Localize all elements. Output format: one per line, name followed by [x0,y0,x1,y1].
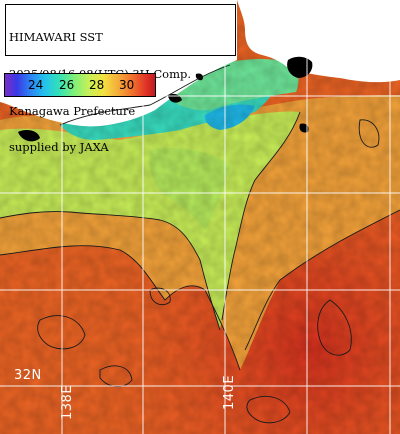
sst-contours [0,64,400,424]
colorbar-tick-24: 24 [28,78,44,92]
cloud-mask-small1 [195,73,204,81]
cloud-mask-northeast [287,56,313,78]
colorbar-tick-28: 28 [89,78,105,92]
temperature-colorbar: 24 26 28 30 [4,73,156,97]
land-north [237,0,400,83]
cloud-mask-east [299,123,309,133]
latitude-label-32n: 32N [14,368,42,383]
cloud-mask-west [18,130,40,142]
caption-source: supplied by JAXA [9,140,109,155]
caption-title: HIMAWARI SST [9,30,103,45]
caption-box: HIMAWARI SST 2025/08/16 08(UTC) 3H Comp.… [5,4,236,153]
caption-region: Kanagawa Prefecture [9,103,136,118]
longitude-label-140e: 140E [222,374,237,410]
longitude-label-138e: 138E [60,384,75,420]
colorbar-tick-30: 30 [119,78,135,92]
colorbar-tick-26: 26 [59,78,75,92]
